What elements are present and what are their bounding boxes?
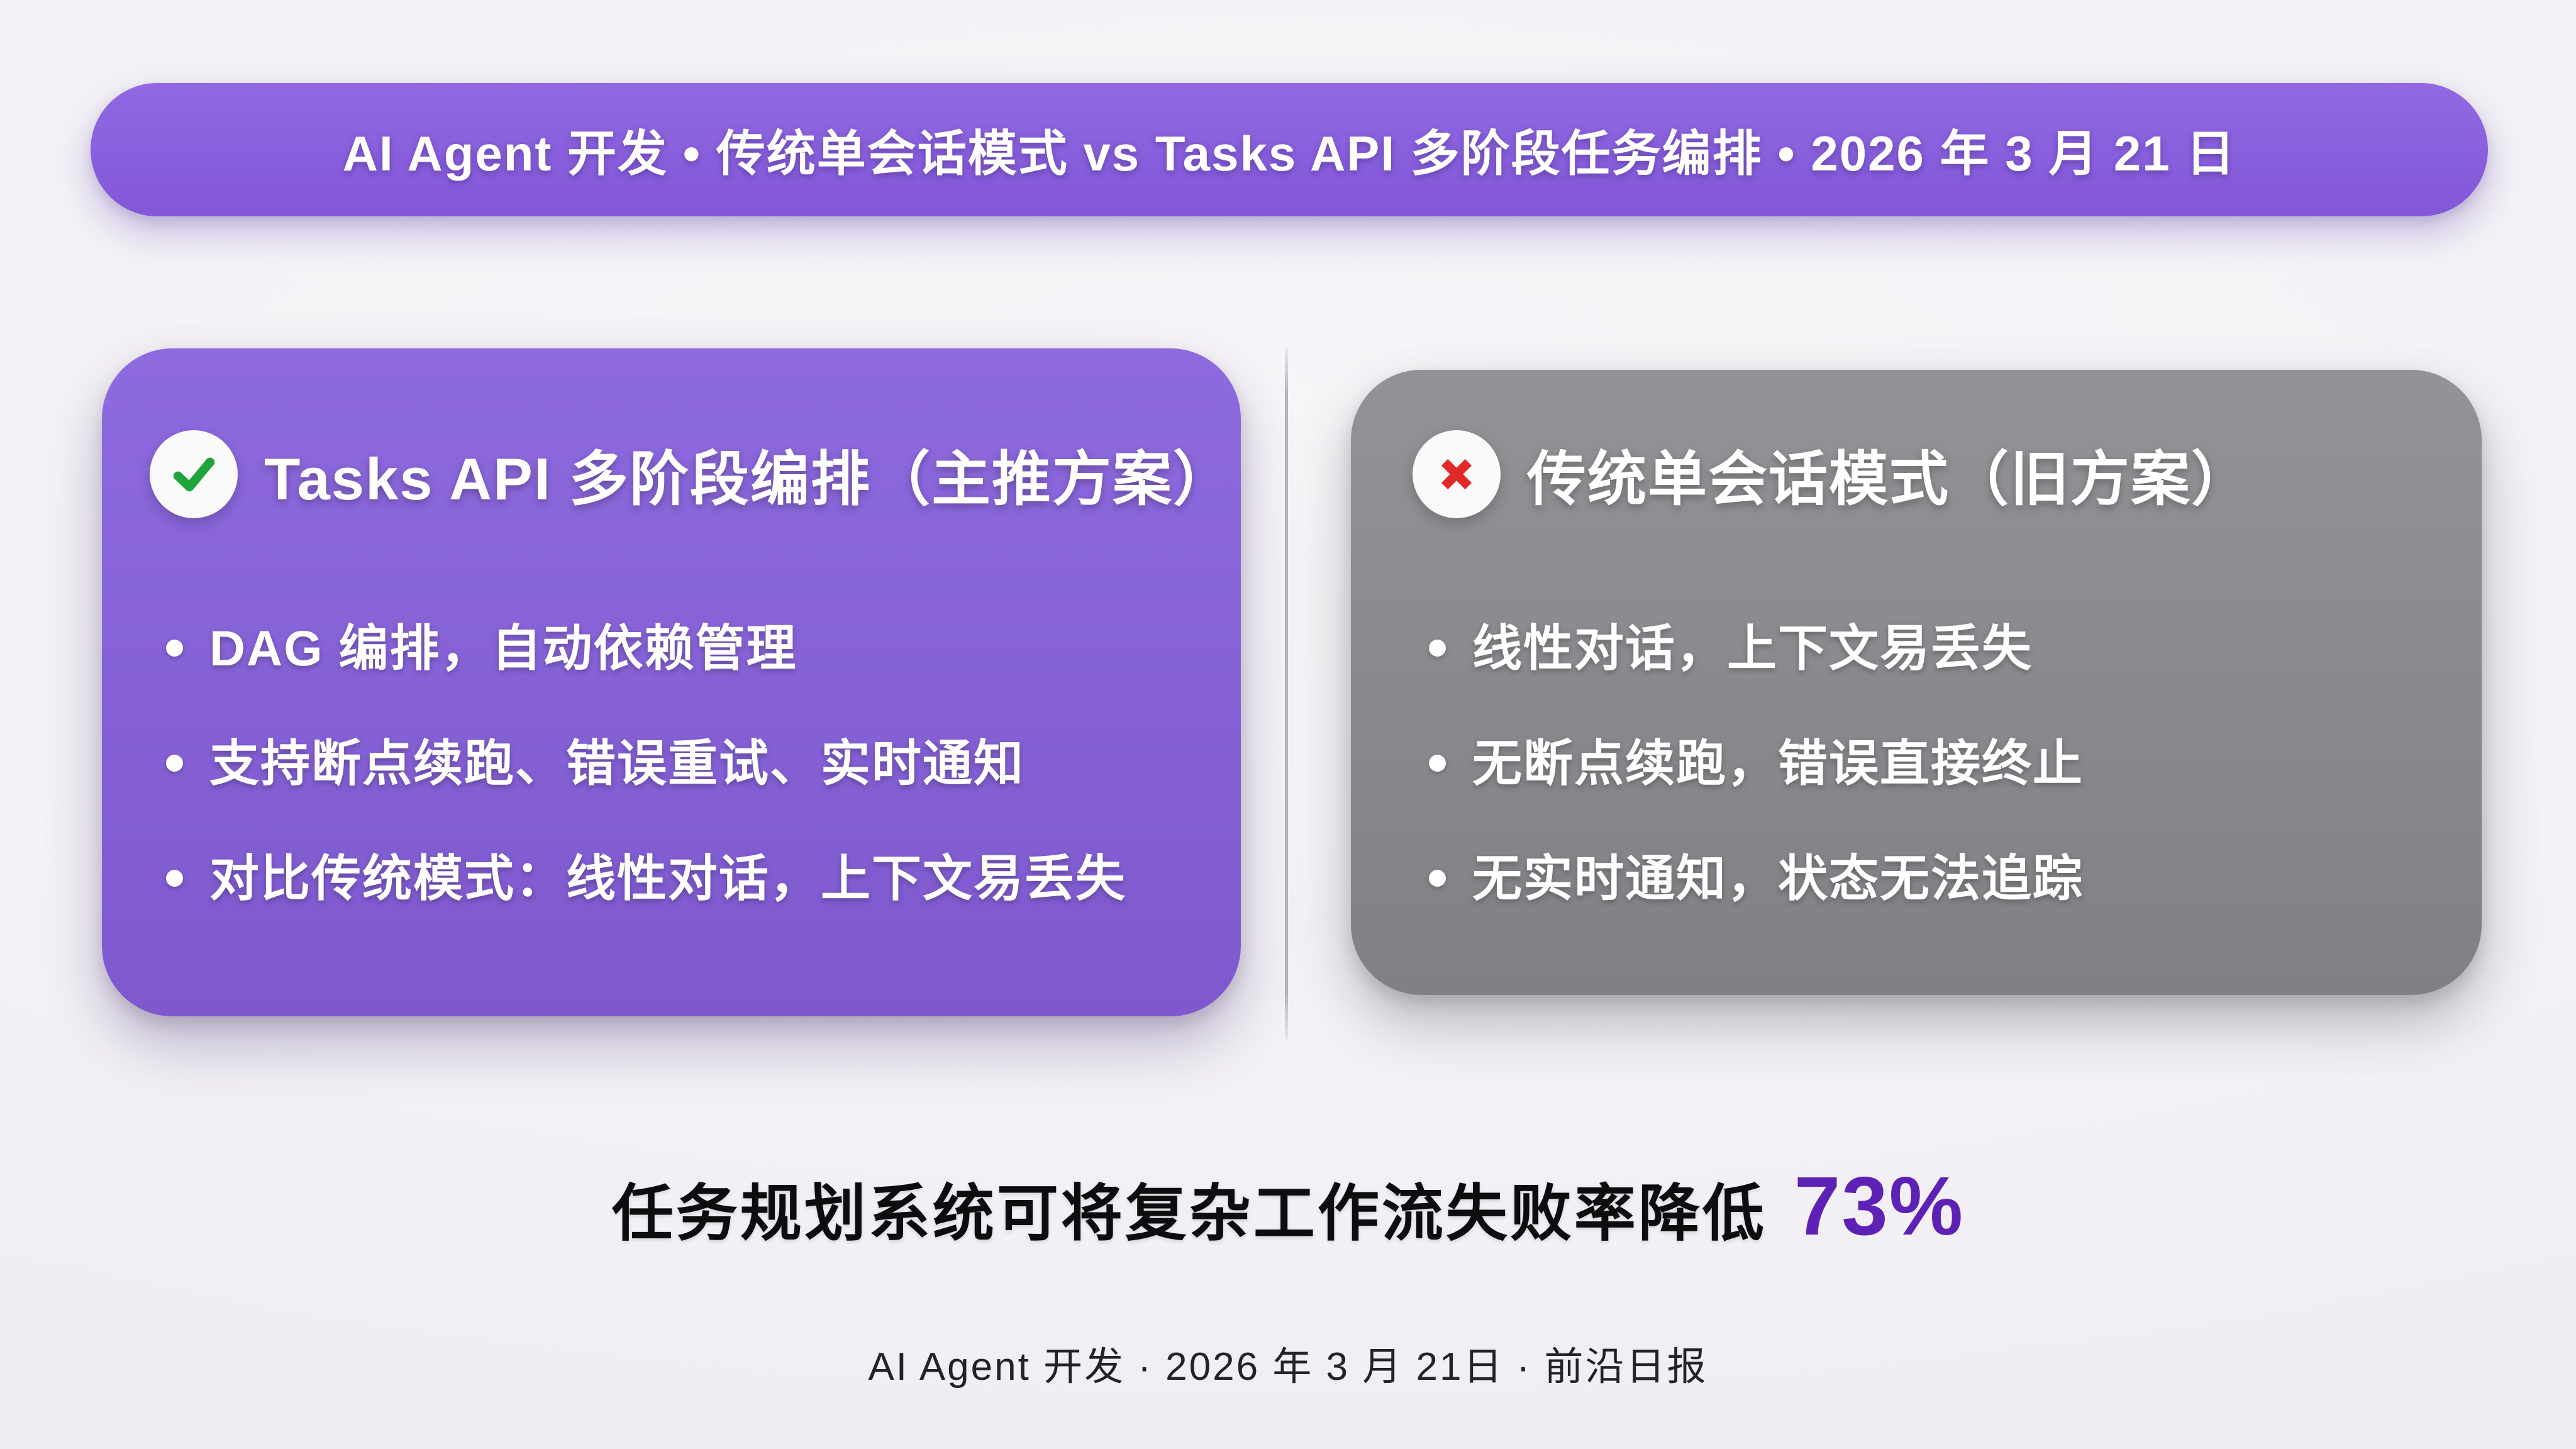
stat-text: 任务规划系统可将复杂工作流失败率降低 (611, 1179, 1767, 1248)
bullet-text: 无断点续跑，错误直接终止 (1472, 735, 2084, 792)
bullet-text: 支持断点续跑、错误重试、实时通知 (209, 735, 1024, 792)
card-tasks-api-header: Tasks API 多阶段编排（主推方案） (150, 430, 1233, 518)
header-banner-title: AI Agent 开发 • 传统单会话模式 vs Tasks API 多阶段任务… (342, 126, 2236, 181)
bullet-dot-icon (166, 870, 183, 887)
bullet-text: 线性对话，上下文易丢失 (1472, 620, 2033, 676)
bullet-text: DAG 编排，自动依赖管理 (209, 620, 797, 676)
footer: AI Agent 开发 · 2026 年 3 月 21日 · 前沿日报 (0, 1335, 2576, 1391)
card-tasks-api-bullets: DAG 编排，自动依赖管理 支持断点续跑、错误重试、实时通知 对比传统模式：线性… (166, 614, 1126, 913)
card-tasks-api: Tasks API 多阶段编排（主推方案） DAG 编排，自动依赖管理 支持断点… (102, 348, 1241, 1016)
list-item: 无实时通知，状态无法追踪 (1429, 844, 2084, 913)
stat-line: 任务规划系统可将复杂工作流失败率降低 73% (0, 1158, 2576, 1253)
bullet-text: 无实时通知，状态无法追踪 (1472, 850, 2084, 907)
card-legacy-session-title: 传统单会话模式（旧方案） (1527, 446, 2252, 512)
check-circle-icon (150, 430, 238, 518)
list-item: 无断点续跑，错误直接终止 (1429, 729, 2084, 797)
list-item: 线性对话，上下文易丢失 (1429, 614, 2084, 682)
cards-divider (1285, 348, 1288, 1040)
list-item: DAG 编排，自动依赖管理 (166, 614, 1126, 682)
card-legacy-session-header: 传统单会话模式（旧方案） (1413, 430, 2251, 518)
bullet-text: 对比传统模式：线性对话，上下文易丢失 (209, 850, 1126, 907)
bullet-dot-icon (1429, 755, 1446, 772)
list-item: 对比传统模式：线性对话，上下文易丢失 (166, 844, 1126, 913)
bullet-dot-icon (166, 755, 183, 772)
cross-circle-icon (1413, 430, 1501, 518)
header-banner: AI Agent 开发 • 传统单会话模式 vs Tasks API 多阶段任务… (91, 83, 2488, 216)
footer-text: AI Agent 开发 · 2026 年 3 月 21日 · 前沿日报 (868, 1345, 1708, 1389)
stat-value: 73% (1794, 1160, 1965, 1252)
card-legacy-session: 传统单会话模式（旧方案） 线性对话，上下文易丢失 无断点续跑，错误直接终止 无实… (1351, 370, 2482, 995)
bullet-dot-icon (166, 640, 183, 657)
bullet-dot-icon (1429, 870, 1446, 887)
list-item: 支持断点续跑、错误重试、实时通知 (166, 729, 1126, 797)
bullet-dot-icon (1429, 640, 1446, 657)
card-tasks-api-title: Tasks API 多阶段编排（主推方案） (264, 446, 1233, 512)
card-legacy-session-bullets: 线性对话，上下文易丢失 无断点续跑，错误直接终止 无实时通知，状态无法追踪 (1429, 614, 2084, 913)
